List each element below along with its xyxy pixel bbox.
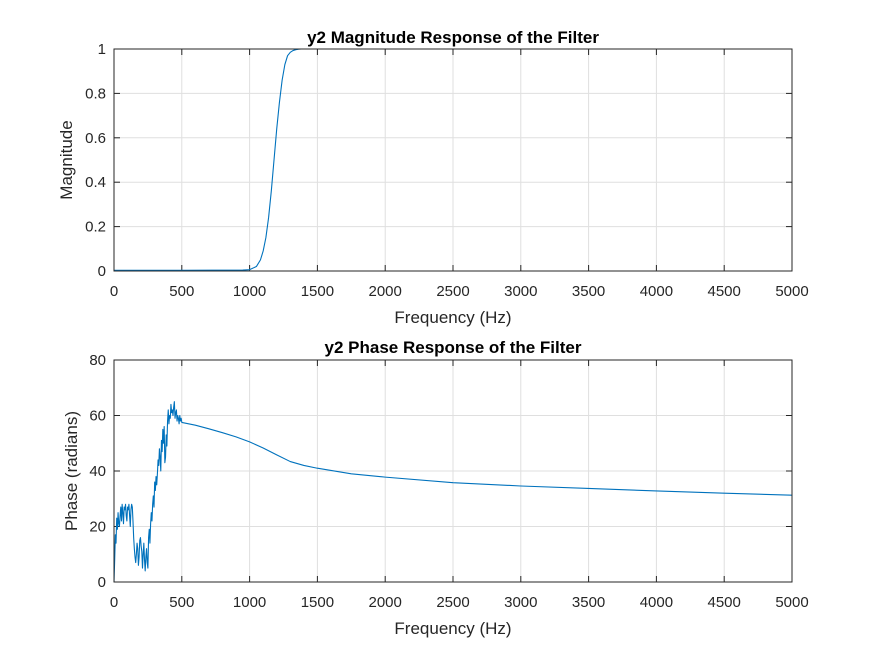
phase-xtick-label-5: 2500 [436, 594, 469, 611]
phase-y-axis-label: Phase (radians) [62, 411, 81, 531]
magnitude-xtick-label-4: 2000 [369, 283, 402, 300]
phase-xtick-label-4: 2000 [369, 594, 402, 611]
magnitude-xtick-label-9: 4500 [708, 283, 741, 300]
phase-xtick-label-8: 4000 [640, 594, 673, 611]
phase-xtick-label-6: 3000 [504, 594, 537, 611]
phase-xtick-label-1: 500 [169, 594, 194, 611]
phase-chart-title: y2 Phase Response of the Filter [325, 338, 582, 357]
magnitude-xtick-label-10: 5000 [775, 283, 808, 300]
magnitude-xtick-label-6: 3000 [504, 283, 537, 300]
magnitude-ytick-label-4: 0.8 [85, 85, 106, 102]
phase-xtick-label-0: 0 [110, 594, 118, 611]
magnitude-ytick-label-5: 1 [98, 41, 106, 58]
phase-ytick-label-1: 20 [89, 519, 106, 536]
phase-xtick-label-9: 4500 [708, 594, 741, 611]
magnitude-ytick-label-3: 0.6 [85, 130, 106, 147]
magnitude-axes-box [113, 48, 793, 272]
phase-xtick-label-10: 5000 [775, 594, 808, 611]
magnitude-xtick-label-1: 500 [169, 283, 194, 300]
magnitude-ytick-label-2: 0.4 [85, 174, 106, 191]
magnitude-xtick-label-5: 2500 [436, 283, 469, 300]
phase-xtick-label-3: 1500 [301, 594, 334, 611]
magnitude-x-axis-label: Frequency (Hz) [394, 308, 511, 327]
magnitude-xtick-label-3: 1500 [301, 283, 334, 300]
magnitude-xtick-label-7: 3500 [572, 283, 605, 300]
magnitude-chart: 0 500 1000 1500 2000 2500 3000 3500 4000 4500 5000… [57, 28, 809, 327]
phase-series-line-0 [113, 401, 793, 583]
phase-ytick-label-3: 60 [89, 408, 106, 425]
magnitude-xtick-label-8: 4000 [640, 283, 673, 300]
phase-xtick-label-7: 3500 [572, 594, 605, 611]
magnitude-y-axis-label: Magnitude [57, 120, 76, 199]
magnitude-ytick-label-1: 0.2 [85, 219, 106, 236]
magnitude-ytick-label-0: 0 [98, 263, 106, 280]
phase-xtick-label-2: 1000 [233, 594, 266, 611]
magnitude-chart-title: y2 Magnitude Response of the Filter [307, 28, 599, 47]
phase-ytick-label-4: 80 [89, 352, 106, 369]
phase-x-axis-label: Frequency (Hz) [394, 619, 511, 638]
phase-axes-box [113, 359, 793, 583]
phase-chart: 0 500 1000 1500 2000 2500 3000 3500 4000 4500 5000… [62, 338, 809, 638]
phase-ytick-label-2: 40 [89, 463, 106, 480]
magnitude-xtick-label-0: 0 [110, 283, 118, 300]
phase-ytick-label-0: 0 [98, 574, 106, 591]
magnitude-xtick-label-2: 1000 [233, 283, 266, 300]
